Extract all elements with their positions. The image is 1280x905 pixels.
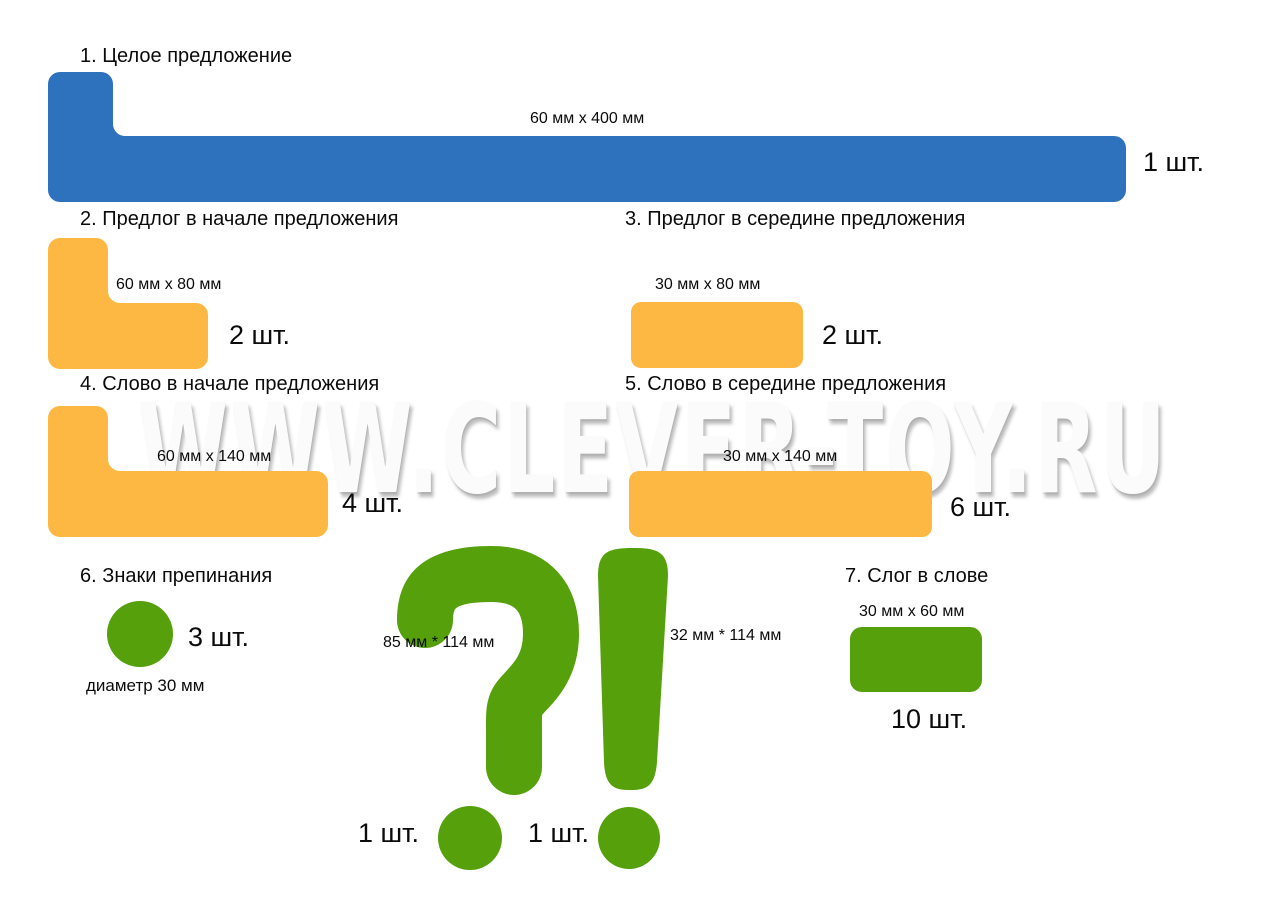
preposition-middle-shape [631,302,803,368]
section-4-title: 4. Слово в начале предложения [80,373,380,395]
section-3-dimensions: 30 мм x 80 мм [655,276,761,293]
exclamation-mark-dot-shape [598,807,660,869]
exclamation-mark-dimensions: 32 мм * 114 мм [670,627,782,644]
punctuation-circle-shape [107,601,173,667]
question-mark-dot-shape [438,806,502,870]
section-1-dimensions: 60 мм x 400 мм [530,110,645,127]
section-1-count: 1 шт. [1143,147,1205,177]
whole-sentence-strip-shape [48,72,1126,202]
section-7-dimensions: 30 мм x 60 мм [859,603,965,620]
preposition-start-shape [48,238,208,369]
section-2-count: 2 шт. [229,320,291,350]
section-7-title: 7. Слог в слове [845,565,989,587]
section-5-dimensions: 30 мм x 140 мм [723,448,838,465]
section-6-title: 6. Знаки препинания [80,565,273,587]
question-mark-shape [397,545,580,795]
section-3-title: 3. Предлог в середине предложения [625,208,966,230]
section-4-dimensions: 60 мм x 140 мм [157,448,272,465]
section-3-count: 2 шт. [822,320,884,350]
section-6-count: 3 шт. [188,622,250,652]
section-5-count: 6 шт. [950,492,1012,522]
syllable-shape [850,627,982,692]
word-middle-shape [629,471,932,537]
section-1-title: 1. Целое предложение [80,45,293,67]
section-2-dimensions: 60 мм x 80 мм [116,276,222,293]
section-6-diameter-label: диаметр 30 мм [86,676,205,695]
question-mark-count: 1 шт. [358,818,420,848]
word-start-shape [48,406,328,537]
exclamation-mark-count: 1 шт. [528,818,590,848]
section-2-title: 2. Предлог в начале предложения [80,208,399,230]
section-4-count: 4 шт. [342,488,404,518]
section-5-title: 5. Слово в середине предложения [625,373,947,395]
section-7-count: 10 шт. [891,704,968,734]
question-mark-dimensions: 85 мм * 114 мм [383,634,495,651]
exclamation-mark-shape [598,548,668,790]
